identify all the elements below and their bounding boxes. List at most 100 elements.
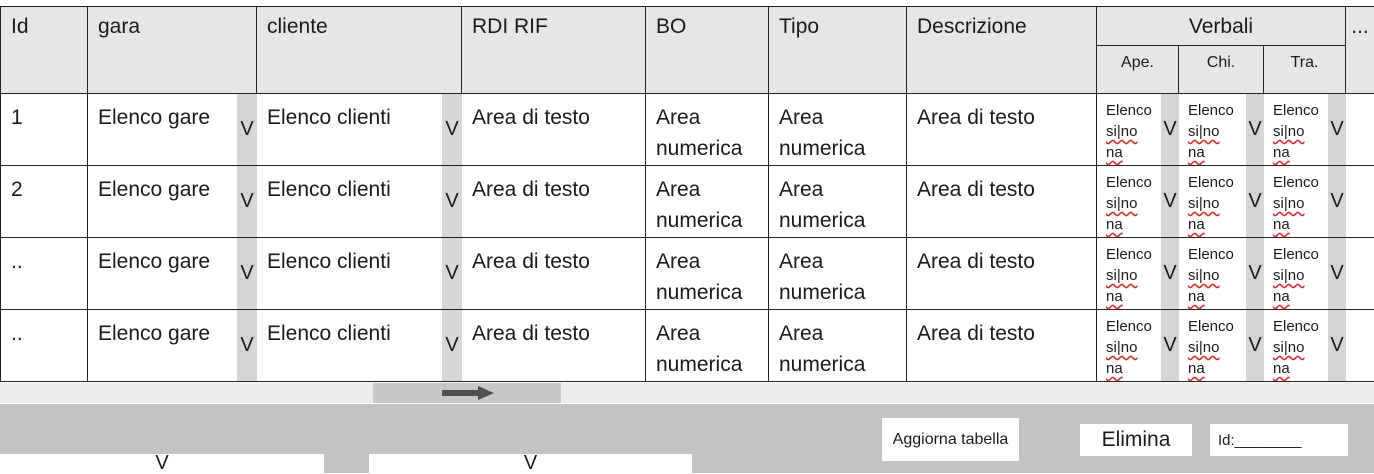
cell-rdi-rif[interactable]: Area di testo <box>462 238 646 310</box>
horizontal-scrollbar[interactable] <box>0 383 1374 403</box>
header-rdi-rif[interactable]: RDI RIF <box>462 7 646 94</box>
option-line: na <box>1188 144 1205 161</box>
cell-gara-select-text: Elenco gare <box>88 94 256 133</box>
option-line: na <box>1106 144 1123 161</box>
chevron-down-icon[interactable]: V <box>1161 310 1179 381</box>
cell-rdi-rif-text: Area di testo <box>462 94 645 133</box>
cell-tipo[interactable]: Area numerica <box>769 238 907 310</box>
chevron-down-icon[interactable]: V <box>1246 94 1264 165</box>
id-input[interactable]: Id:________ <box>1210 424 1348 456</box>
chevron-down-icon[interactable]: V <box>1161 94 1179 165</box>
cell-cliente-select-text: Elenco clienti <box>257 310 461 349</box>
cell-bo[interactable]: Area numerica <box>646 166 769 238</box>
chevron-down-icon[interactable]: V <box>237 310 257 381</box>
option-line: si|no <box>1188 195 1219 212</box>
chevron-down-icon: V <box>155 454 168 473</box>
header-bo[interactable]: BO <box>646 7 769 94</box>
chevron-down-icon[interactable]: V <box>237 238 257 309</box>
chevron-down-icon[interactable]: V <box>1328 310 1346 381</box>
chevron-down-icon[interactable]: V <box>442 310 462 381</box>
data-table: Id gara cliente RDI RIF BO Tipo Descrizi… <box>0 6 1374 382</box>
chevron-down-icon[interactable]: V <box>1246 166 1264 237</box>
update-table-button[interactable]: Aggiorna tabella <box>882 418 1019 461</box>
chevron-down-icon[interactable]: V <box>1161 166 1179 237</box>
option-line: na <box>1188 360 1205 377</box>
delete-button[interactable]: Elimina <box>1080 424 1192 456</box>
option-line: si|no <box>1188 123 1219 140</box>
cell-id[interactable]: 1 <box>1 94 88 166</box>
cell-bo-text: Area numerica <box>646 238 768 308</box>
select-1[interactable]: V <box>0 454 324 473</box>
chevron-down-icon[interactable]: V <box>1328 166 1346 237</box>
header-id[interactable]: Id <box>1 7 88 94</box>
cell-tipo[interactable]: Area numerica <box>769 310 907 382</box>
cell-bo[interactable]: Area numerica <box>646 94 769 166</box>
select-2[interactable]: V <box>369 454 692 473</box>
option-line: si|no <box>1273 267 1304 284</box>
chevron-down-icon[interactable]: V <box>442 94 462 165</box>
cell-bo[interactable]: Area numerica <box>646 310 769 382</box>
cell-id[interactable]: .. <box>1 238 88 310</box>
header-gara[interactable]: gara <box>88 7 257 94</box>
chevron-down-icon[interactable]: V <box>1161 238 1179 309</box>
chevron-down-icon[interactable]: V <box>442 238 462 309</box>
chevron-down-icon[interactable]: V <box>442 166 462 237</box>
right-arrow-icon[interactable] <box>442 386 494 400</box>
cell-descrizione[interactable]: Area di testo <box>907 166 1097 238</box>
cell-tipo[interactable]: Area numerica <box>769 166 907 238</box>
option-line: na <box>1188 216 1205 233</box>
cell-descrizione[interactable]: Area di testo <box>907 94 1097 166</box>
cell-tipo[interactable]: Area numerica <box>769 94 907 166</box>
cell-rdi-rif-text: Area di testo <box>462 166 645 205</box>
cell-descrizione[interactable]: Area di testo <box>907 238 1097 310</box>
header-more[interactable]: ... <box>1346 7 1374 94</box>
chevron-down-icon[interactable]: V <box>1246 310 1264 381</box>
header-tipo[interactable]: Tipo <box>769 7 907 94</box>
header-descrizione[interactable]: Descrizione <box>907 7 1097 94</box>
chevron-down-icon[interactable]: V <box>237 94 257 165</box>
cell-rdi-rif[interactable]: Area di testo <box>462 310 646 382</box>
header-verbali-chi[interactable]: Chi. <box>1179 46 1264 94</box>
header-verbali-tra[interactable]: Tra. <box>1264 46 1346 94</box>
chevron-down-icon[interactable]: V <box>1328 94 1346 165</box>
chevron-down-icon[interactable]: V <box>237 166 257 237</box>
cell-id[interactable]: 2 <box>1 166 88 238</box>
cell-rdi-rif[interactable]: Area di testo <box>462 94 646 166</box>
option-line: si|no <box>1106 339 1137 356</box>
option-line: si|no <box>1188 267 1219 284</box>
header-cliente[interactable]: cliente <box>257 7 462 94</box>
header-verbali-ape[interactable]: Ape. <box>1097 46 1179 94</box>
cell-bo[interactable]: Area numerica <box>646 238 769 310</box>
cell-gara-select-text: Elenco gare <box>88 166 256 205</box>
cell-descrizione[interactable]: Area di testo <box>907 310 1097 382</box>
cell-rdi-rif[interactable]: Area di testo <box>462 166 646 238</box>
cell-id[interactable]: .. <box>1 310 88 382</box>
chevron-down-icon[interactable]: V <box>1328 238 1346 309</box>
chevron-down-icon[interactable]: V <box>1246 238 1264 309</box>
cell-descrizione-text: Area di testo <box>907 166 1096 205</box>
